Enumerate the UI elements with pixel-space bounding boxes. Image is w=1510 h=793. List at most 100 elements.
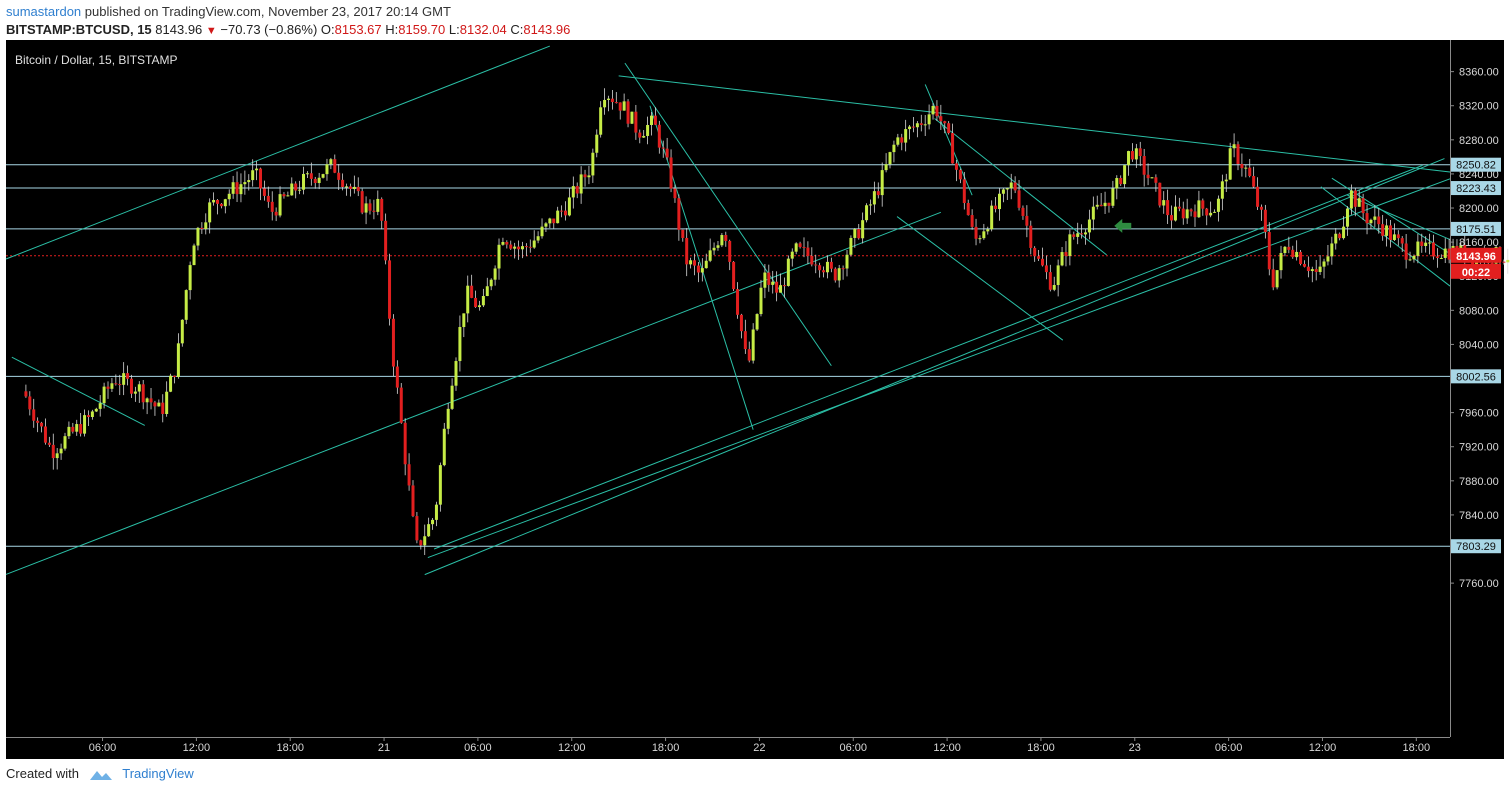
candle-body[interactable] <box>931 105 935 115</box>
candle-body[interactable] <box>86 415 90 418</box>
arrow-left-icon[interactable] <box>1114 218 1132 233</box>
candle-body[interactable] <box>509 244 513 249</box>
candle-body[interactable] <box>818 265 822 271</box>
candle-body[interactable] <box>55 453 59 459</box>
candle-body[interactable] <box>137 384 141 392</box>
candle-body[interactable] <box>1134 148 1138 160</box>
candle-body[interactable] <box>755 314 759 330</box>
candle-body[interactable] <box>759 287 763 315</box>
author-link[interactable]: sumastardon <box>6 4 82 19</box>
candle-body[interactable] <box>90 411 94 418</box>
trend-line[interactable] <box>896 216 1064 341</box>
candle-body[interactable] <box>1443 248 1447 258</box>
candle-body[interactable] <box>751 329 755 361</box>
candle-body[interactable] <box>626 101 630 124</box>
candle-body[interactable] <box>1302 263 1306 267</box>
candle-body[interactable] <box>732 261 736 290</box>
candle-body[interactable] <box>345 186 349 188</box>
candle-body[interactable] <box>638 132 642 138</box>
candle-body[interactable] <box>313 178 317 183</box>
candle-body[interactable] <box>1373 216 1377 220</box>
candle-body[interactable] <box>1416 241 1420 256</box>
candle-body[interactable] <box>442 428 446 466</box>
candle-body[interactable] <box>1068 234 1072 256</box>
candle-body[interactable] <box>771 281 775 285</box>
candle-body[interactable] <box>227 193 231 200</box>
candle-body[interactable] <box>661 147 665 149</box>
candle-body[interactable] <box>348 186 352 189</box>
candle-body[interactable] <box>1177 206 1181 209</box>
tradingview-link[interactable]: TradingView <box>122 766 194 781</box>
candle-body[interactable] <box>1001 189 1005 194</box>
candle-body[interactable] <box>274 211 278 216</box>
candle-body[interactable] <box>165 391 169 414</box>
candle-body[interactable] <box>302 173 306 190</box>
candle-body[interactable] <box>1424 242 1428 246</box>
candle-body[interactable] <box>1385 225 1389 236</box>
candle-body[interactable] <box>704 260 708 269</box>
candle-body[interactable] <box>47 442 51 445</box>
trend-line[interactable] <box>427 178 1451 559</box>
candle-body[interactable] <box>1080 233 1084 235</box>
candle-body[interactable] <box>587 175 591 178</box>
candle-body[interactable] <box>935 105 939 117</box>
candle-body[interactable] <box>298 189 302 191</box>
candle-body[interactable] <box>884 164 888 171</box>
candle-body[interactable] <box>1205 208 1209 216</box>
candle-body[interactable] <box>470 285 474 298</box>
candle-body[interactable] <box>1502 261 1506 263</box>
candle-body[interactable] <box>1439 257 1443 259</box>
candle-body[interactable] <box>305 173 309 175</box>
candle-body[interactable] <box>1279 253 1283 271</box>
candle-body[interactable] <box>712 247 716 251</box>
candle-body[interactable] <box>1130 151 1134 160</box>
candle-body[interactable] <box>775 281 779 293</box>
candle-body[interactable] <box>1322 261 1326 267</box>
candle-body[interactable] <box>423 536 427 546</box>
candle-body[interactable] <box>454 361 458 386</box>
candle-body[interactable] <box>1107 202 1111 206</box>
candle-body[interactable] <box>333 159 337 173</box>
candle-body[interactable] <box>782 285 786 287</box>
candle-body[interactable] <box>994 205 998 210</box>
candle-body[interactable] <box>904 129 908 143</box>
candle-body[interactable] <box>169 375 173 392</box>
candle-body[interactable] <box>1216 198 1220 212</box>
candle-body[interactable] <box>556 210 560 224</box>
candle-body[interactable] <box>591 152 595 176</box>
candle-body[interactable] <box>368 203 372 211</box>
candle-body[interactable] <box>1490 263 1494 265</box>
candle-body[interactable] <box>544 223 548 227</box>
candle-body[interactable] <box>634 111 638 133</box>
candle-body[interactable] <box>825 261 829 273</box>
candle-body[interactable] <box>32 409 36 421</box>
candle-body[interactable] <box>376 198 380 212</box>
candle-body[interactable] <box>642 135 646 138</box>
candle-body[interactable] <box>880 170 884 196</box>
candle-body[interactable] <box>978 238 982 240</box>
candle-body[interactable] <box>204 222 208 229</box>
candle-body[interactable] <box>567 197 571 216</box>
candle-body[interactable] <box>1252 176 1256 187</box>
candle-body[interactable] <box>172 375 176 377</box>
candle-body[interactable] <box>806 247 810 257</box>
candle-body[interactable] <box>563 210 567 216</box>
candle-body[interactable] <box>779 285 783 293</box>
candle-body[interactable] <box>606 98 610 100</box>
candle-body[interactable] <box>94 408 98 412</box>
candle-body[interactable] <box>677 198 681 230</box>
candle-body[interactable] <box>603 99 607 108</box>
candle-body[interactable] <box>427 524 431 537</box>
plot-area[interactable] <box>6 40 1450 737</box>
candle-body[interactable] <box>1029 225 1033 248</box>
candle-body[interactable] <box>970 215 974 227</box>
candle-body[interactable] <box>528 246 532 248</box>
candle-body[interactable] <box>1013 182 1017 191</box>
candle-body[interactable] <box>653 115 657 125</box>
candle-body[interactable] <box>990 205 994 230</box>
candle-body[interactable] <box>951 133 955 164</box>
candle-body[interactable] <box>599 107 603 135</box>
candle-body[interactable] <box>822 270 826 273</box>
candle-body[interactable] <box>384 220 388 261</box>
